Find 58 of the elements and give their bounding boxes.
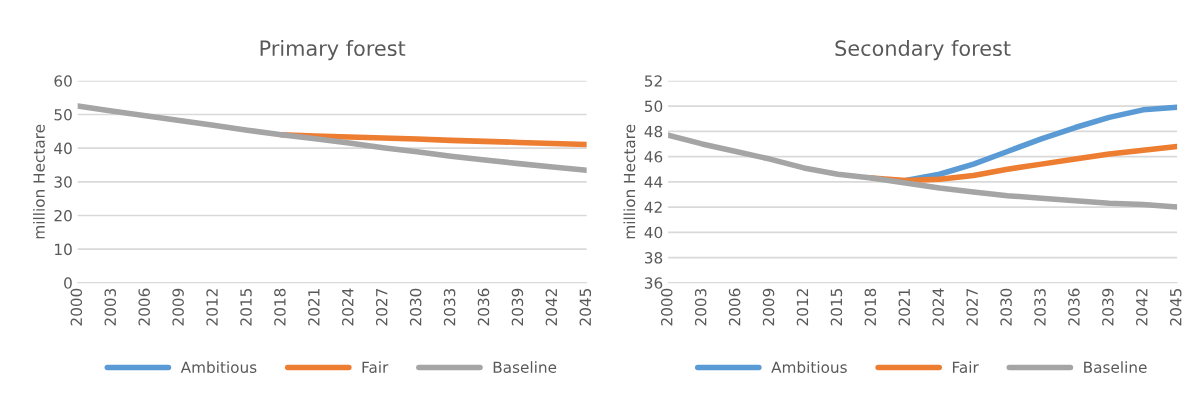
x-tick-label: 2000 [660,288,673,326]
x-tick-label: 2018 [274,288,286,326]
x-tick-label: 2006 [728,288,741,326]
y-tick-label: 50 [54,108,72,121]
x-tick-label: 2012 [206,289,218,326]
y-tick-label: 40 [54,142,72,155]
legend-label: Ambitious [771,361,847,374]
y-tick-label: 40 [644,226,663,239]
x-tick-label: 2021 [898,289,911,326]
x-tick-label: 2009 [762,288,775,326]
y-tick-label: 10 [55,243,72,256]
x-tick-label: 2000 [70,288,83,326]
legend-label: Fair [952,361,979,374]
y-tick-label: 36 [644,277,663,289]
x-tick-label: 2033 [1034,288,1046,326]
y-tick-label: 38 [644,252,663,264]
y-tick-label: 52 [644,75,662,87]
x-tick-label: 2027 [375,288,388,326]
x-tick-label: 2012 [796,289,809,326]
x-tick-label: 2006 [138,288,150,326]
y-tick-label: 20 [54,209,72,222]
legend-label: Baseline [1084,361,1147,374]
x-tick-label: 2036 [1068,288,1080,326]
x-tick-label: 2015 [830,289,843,326]
legend-label: Baseline [493,361,557,374]
y-axis-title: million Hectare [33,124,45,239]
x-tick-label: 2033 [443,288,456,326]
y-tick-label: 46 [644,151,663,163]
y-tick-label: 42 [644,201,662,213]
chart-title: Secondary forest [835,39,1011,61]
x-tick-label: 2003 [694,288,707,326]
x-tick-label: 2036 [477,288,490,326]
x-tick-label: 2045 [579,289,592,326]
x-tick-label: 2003 [104,288,117,326]
x-tick-label: 2039 [1102,288,1114,326]
y-tick-label: 44 [644,176,663,188]
x-tick-label: 2030 [409,288,422,326]
y-tick-label: 60 [54,75,72,87]
x-tick-label: 2039 [511,288,524,326]
x-tick-label: 2042 [545,289,558,326]
x-tick-label: 2018 [864,288,877,326]
x-tick-label: 2009 [172,288,184,326]
chart-title: Primary forest [260,39,406,61]
x-tick-label: 2015 [240,289,252,326]
y-axis-title: million Hectare [623,124,636,239]
legend-label: Fair [362,361,389,374]
x-tick-label: 2042 [1136,289,1148,326]
y-tick-label: 0 [64,277,72,289]
y-tick-label: 50 [644,100,663,113]
x-tick-label: 2021 [308,289,320,326]
x-tick-label: 2024 [342,288,354,326]
x-tick-label: 2027 [966,288,978,326]
legend-label: Ambitious [180,361,257,374]
x-tick-label: 2045 [1169,289,1182,326]
x-tick-label: 2030 [1000,288,1012,326]
y-tick-label: 48 [644,125,663,138]
x-tick-label: 2024 [932,288,944,326]
y-tick-label: 30 [54,176,72,188]
